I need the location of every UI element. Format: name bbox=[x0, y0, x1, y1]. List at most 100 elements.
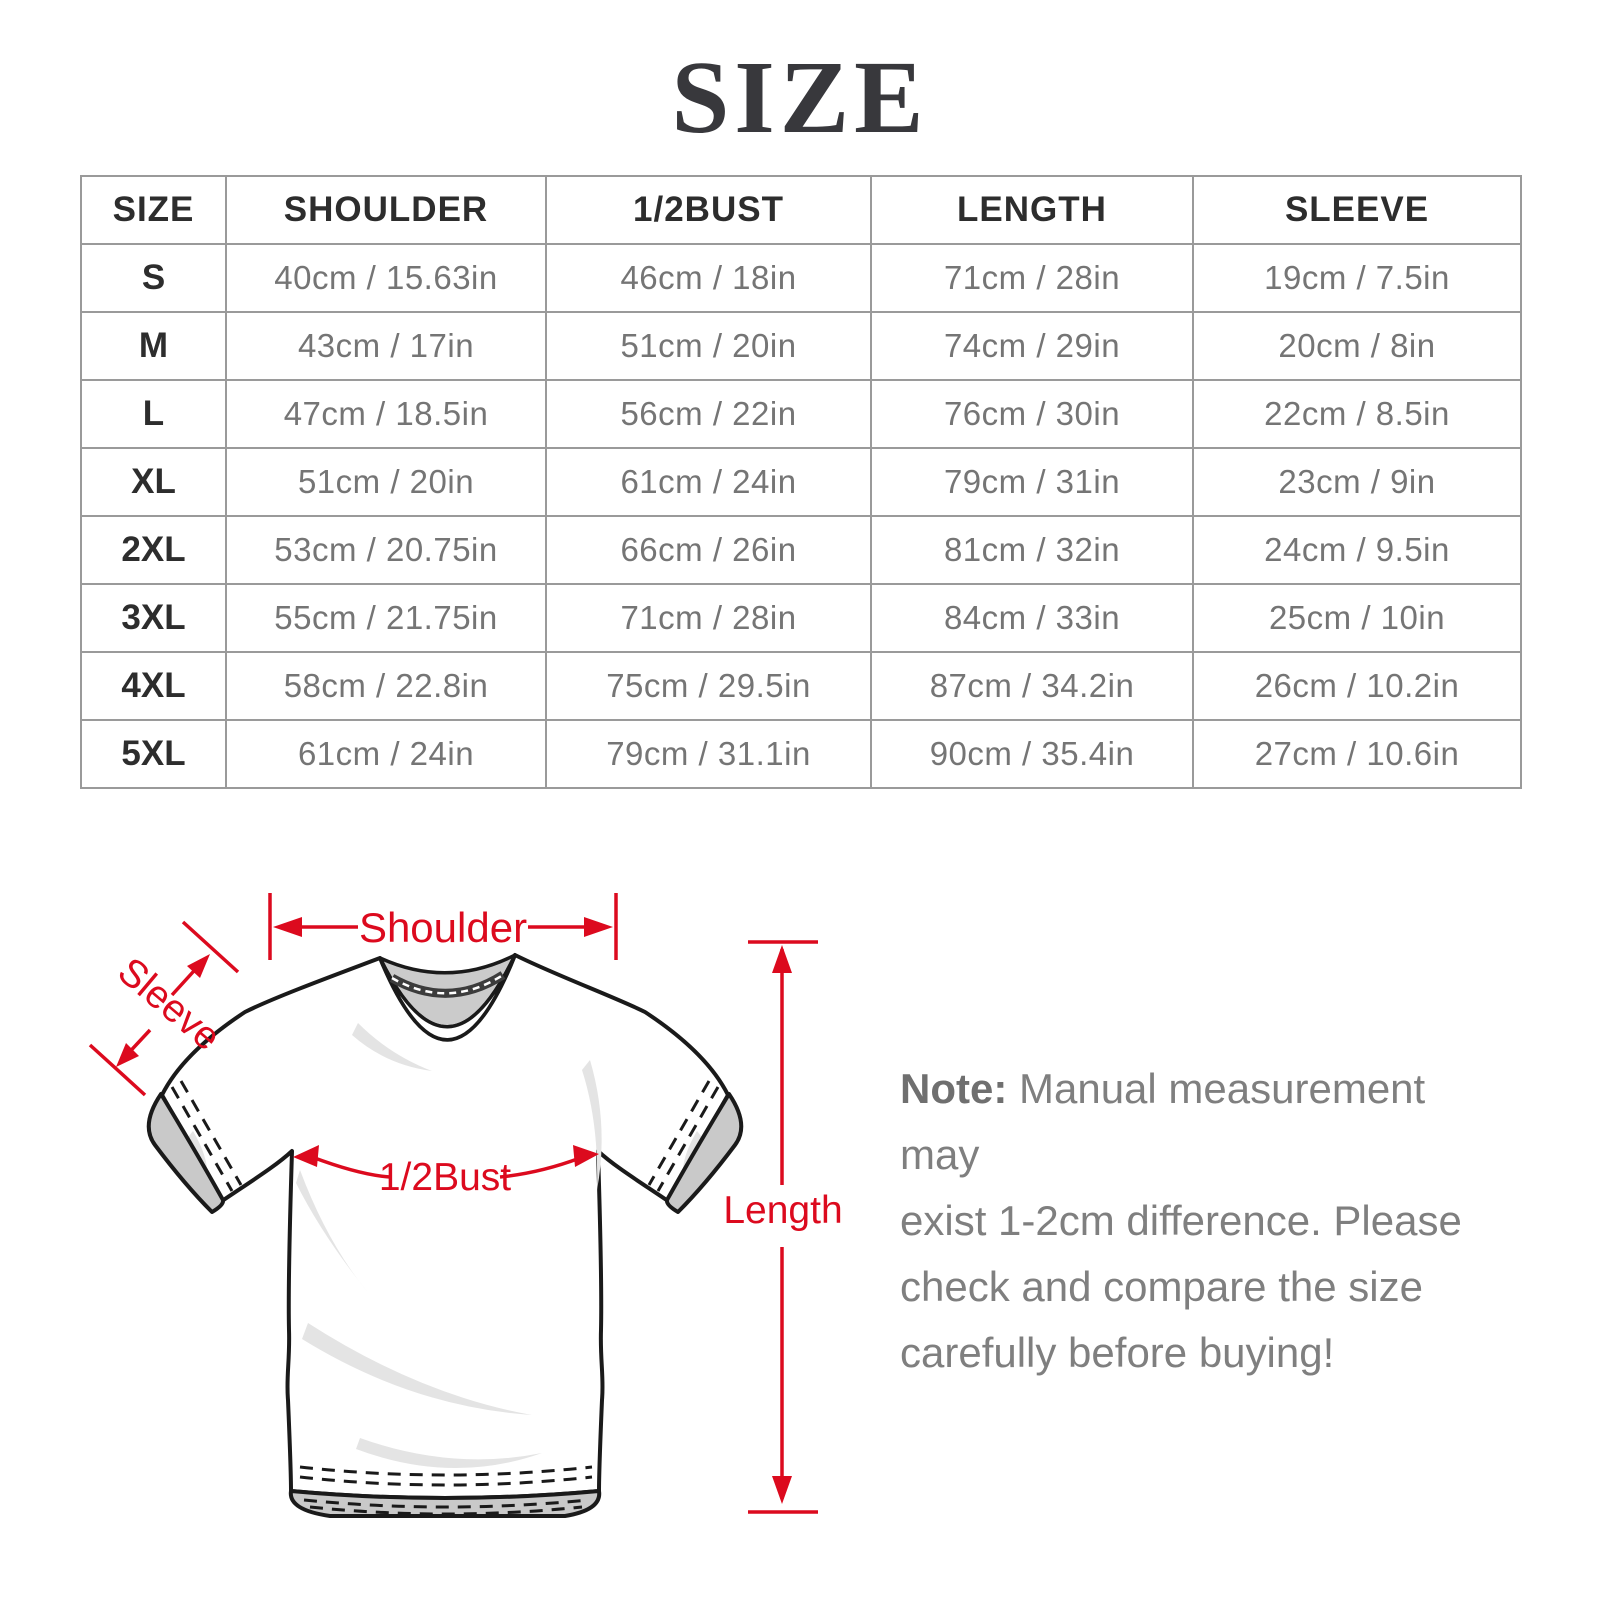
note-line: carefully before buying! bbox=[900, 1329, 1335, 1376]
page-title: SIZE bbox=[671, 40, 929, 155]
measurement-cell: 23cm / 9in bbox=[1192, 447, 1522, 517]
measurement-cell: 71cm / 28in bbox=[545, 583, 872, 653]
hem-stitch bbox=[299, 1465, 593, 1477]
collar-stitch-zigzag bbox=[391, 973, 504, 995]
measurement-cell: 25cm / 10in bbox=[1192, 583, 1522, 653]
measurement-cell: 53cm / 20.75in bbox=[225, 515, 547, 585]
measurement-cell: 56cm / 22in bbox=[545, 379, 872, 449]
measurement-cell: 20cm / 8in bbox=[1192, 311, 1522, 381]
col-header-size: SIZE bbox=[80, 175, 227, 245]
measurement-cell: 66cm / 26in bbox=[545, 515, 872, 585]
measurement-cell: 47cm / 18.5in bbox=[225, 379, 547, 449]
col-header-sleeve: SLEEVE bbox=[1192, 175, 1522, 245]
measurement-cell: 22cm / 8.5in bbox=[1192, 379, 1522, 449]
arrowhead-right-icon bbox=[573, 1145, 599, 1167]
length-label: Length bbox=[723, 1189, 842, 1232]
arrowhead-up-icon bbox=[772, 945, 792, 973]
hem-stitch bbox=[309, 1505, 583, 1516]
tshirt-measurement-diagram: Shoulder Sleeve 1/2Bust Length bbox=[88, 893, 843, 1518]
size-label: 5XL bbox=[80, 719, 227, 789]
table-row: S 40cm / 15.63in 46cm / 18in 71cm / 28in… bbox=[80, 243, 1522, 313]
col-header-length: LENGTH bbox=[870, 175, 1194, 245]
arrowhead-down-icon bbox=[772, 1476, 792, 1504]
table-header-row: SIZE SHOULDER 1/2BUST LENGTH SLEEVE bbox=[80, 175, 1522, 245]
size-label: 2XL bbox=[80, 515, 227, 585]
left-cuff-stitch bbox=[179, 1080, 243, 1186]
table-row: 3XL 55cm / 21.75in 71cm / 28in 84cm / 33… bbox=[80, 583, 1522, 653]
measurement-cell: 27cm / 10.6in bbox=[1192, 719, 1522, 789]
measurement-cell: 51cm / 20in bbox=[545, 311, 872, 381]
measurement-cell: 79cm / 31in bbox=[870, 447, 1194, 517]
fabric-wrinkle bbox=[296, 1170, 370, 1295]
note-label: Note: bbox=[900, 1065, 1008, 1112]
measurement-cell: 61cm / 24in bbox=[225, 719, 547, 789]
hem-stitch bbox=[303, 1498, 589, 1509]
measurement-cell: 87cm / 34.2in bbox=[870, 651, 1194, 721]
measurement-cell: 84cm / 33in bbox=[870, 583, 1194, 653]
fabric-wrinkle bbox=[582, 1060, 602, 1190]
measurement-cell: 81cm / 32in bbox=[870, 515, 1194, 585]
size-label: 4XL bbox=[80, 651, 227, 721]
table-row: M 43cm / 17in 51cm / 20in 74cm / 29in 20… bbox=[80, 311, 1522, 381]
measurement-cell: 26cm / 10.2in bbox=[1192, 651, 1522, 721]
arrowhead-left-icon bbox=[273, 917, 302, 937]
arrowhead-left-icon bbox=[293, 1145, 319, 1167]
note-text: Note: Manual measurement may exist 1-2cm… bbox=[900, 1056, 1500, 1386]
bust-measure: 1/2Bust bbox=[293, 1145, 599, 1199]
size-label: M bbox=[80, 311, 227, 381]
arrowhead-up-icon bbox=[187, 954, 210, 978]
measurement-cell: 51cm / 20in bbox=[225, 447, 547, 517]
table-row: 5XL 61cm / 24in 79cm / 31.1in 90cm / 35.… bbox=[80, 719, 1522, 789]
measurement-cell: 58cm / 22.8in bbox=[225, 651, 547, 721]
col-header-bust: 1/2BUST bbox=[545, 175, 872, 245]
shoulder-measure: Shoulder bbox=[268, 893, 618, 960]
measurement-cell: 40cm / 15.63in bbox=[225, 243, 547, 313]
fabric-wrinkle bbox=[352, 1023, 432, 1071]
measurement-cell: 24cm / 9.5in bbox=[1192, 515, 1522, 585]
measurement-cell: 19cm / 7.5in bbox=[1192, 243, 1522, 313]
size-label: 3XL bbox=[80, 583, 227, 653]
measurement-cell: 90cm / 35.4in bbox=[870, 719, 1194, 789]
col-header-shoulder: SHOULDER bbox=[225, 175, 547, 245]
note-line: exist 1-2cm difference. Please bbox=[900, 1197, 1462, 1244]
shoulder-label: Shoulder bbox=[359, 904, 527, 951]
arrowhead-down-icon bbox=[116, 1043, 139, 1067]
measurement-cell: 79cm / 31.1in bbox=[545, 719, 872, 789]
tshirt-illustration bbox=[146, 953, 744, 1518]
measurement-cell: 75cm / 29.5in bbox=[545, 651, 872, 721]
measurement-cell: 55cm / 21.75in bbox=[225, 583, 547, 653]
right-sleeve-cuff bbox=[664, 1092, 744, 1214]
measurement-cell: 61cm / 24in bbox=[545, 447, 872, 517]
fabric-wrinkle bbox=[356, 1438, 542, 1469]
size-label: XL bbox=[80, 447, 227, 517]
left-sleeve-cuff bbox=[146, 1092, 226, 1214]
right-cuff-stitch bbox=[647, 1080, 711, 1186]
table-row: XL 51cm / 20in 61cm / 24in 79cm / 31in 2… bbox=[80, 447, 1522, 517]
sleeve-tick-top bbox=[181, 920, 240, 974]
measurement-cell: 71cm / 28in bbox=[870, 243, 1194, 313]
size-table: SIZE SHOULDER 1/2BUST LENGTH SLEEVE S 40… bbox=[80, 175, 1522, 789]
hem-stitch bbox=[299, 1475, 593, 1487]
bust-label: 1/2Bust bbox=[379, 1156, 511, 1199]
measurement-cell: 46cm / 18in bbox=[545, 243, 872, 313]
bust-arrow-line bbox=[311, 1155, 581, 1179]
collar-band bbox=[378, 953, 517, 1042]
measurement-cell: 74cm / 29in bbox=[870, 311, 1194, 381]
table-row: 2XL 53cm / 20.75in 66cm / 26in 81cm / 32… bbox=[80, 515, 1522, 585]
length-measure: Length bbox=[723, 940, 843, 1514]
arrowhead-right-icon bbox=[584, 917, 613, 937]
table-row: L 47cm / 18.5in 56cm / 22in 76cm / 30in … bbox=[80, 379, 1522, 449]
sleeve-label: Sleeve bbox=[110, 950, 229, 1060]
table-row: 4XL 58cm / 22.8in 75cm / 29.5in 87cm / 3… bbox=[80, 651, 1522, 721]
measurement-cell: 43cm / 17in bbox=[225, 311, 547, 381]
hem-band bbox=[288, 1489, 602, 1518]
left-cuff-stitch bbox=[170, 1086, 234, 1192]
measurement-cell: 76cm / 30in bbox=[870, 379, 1194, 449]
size-label: L bbox=[80, 379, 227, 449]
sleeve-tick-bottom bbox=[88, 1043, 147, 1097]
size-label: S bbox=[80, 243, 227, 313]
note-line: check and compare the size bbox=[900, 1263, 1423, 1310]
note-line: Note: Manual measurement may bbox=[900, 1065, 1426, 1178]
right-cuff-stitch bbox=[656, 1086, 720, 1192]
